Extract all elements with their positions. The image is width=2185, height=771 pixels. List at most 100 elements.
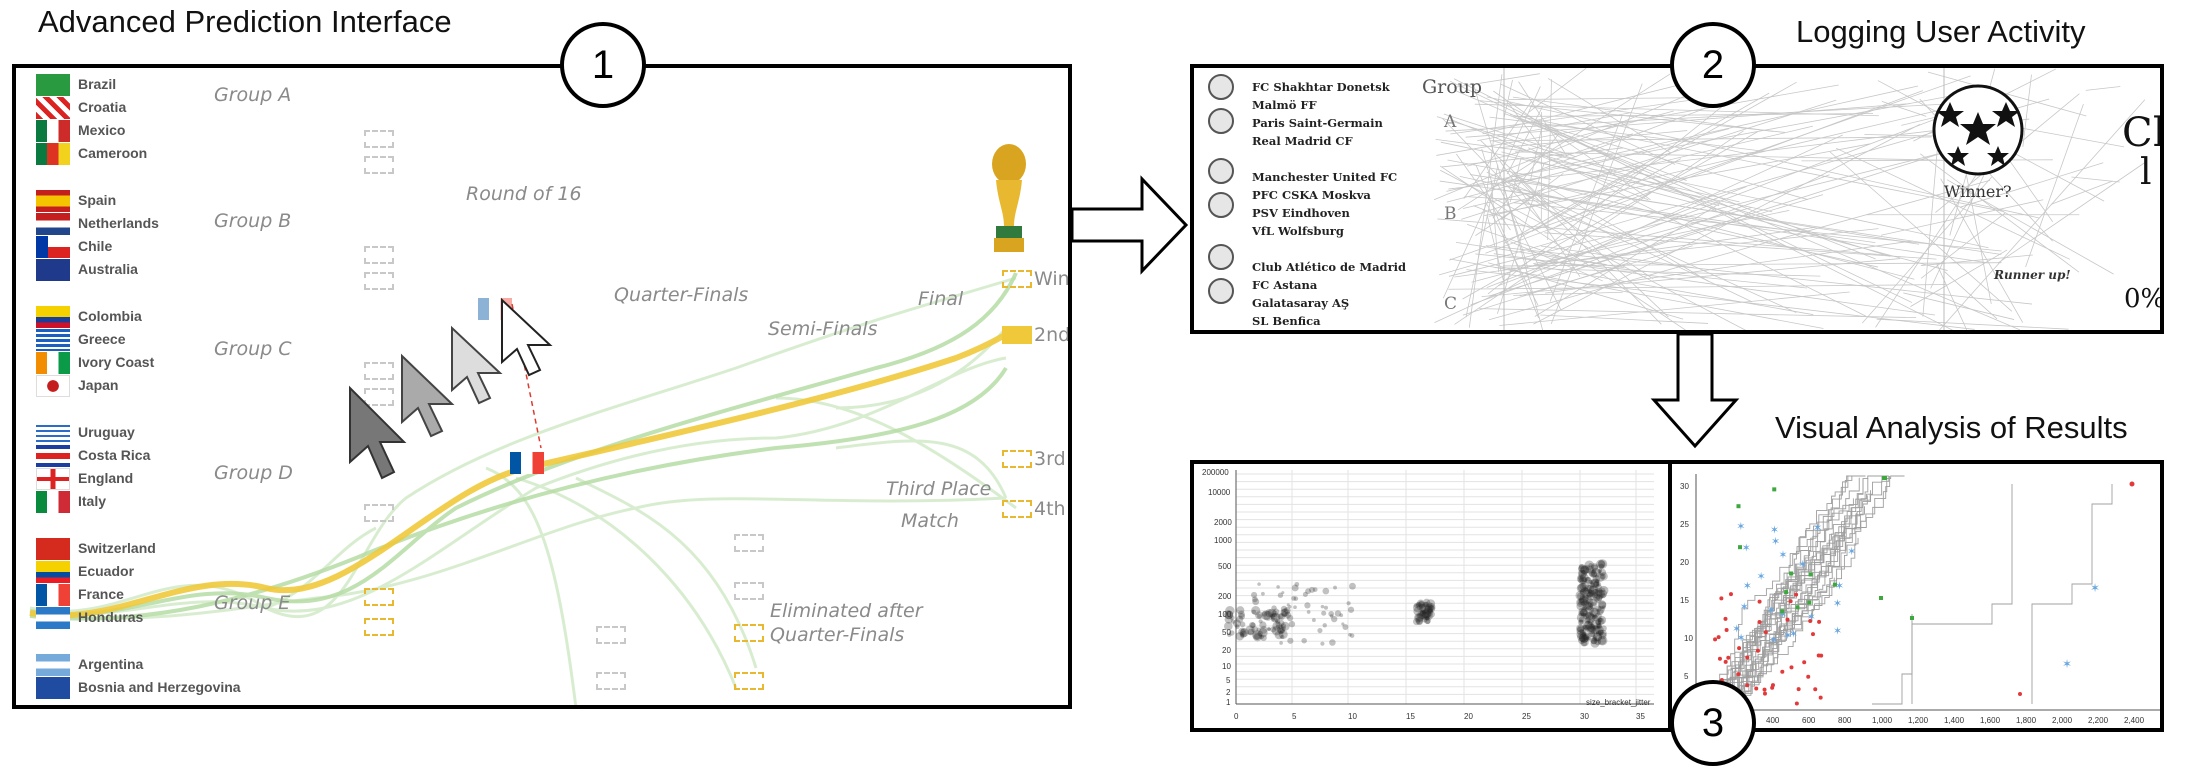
scatter-point <box>1422 610 1431 619</box>
bracket-slot[interactable] <box>596 626 626 644</box>
trace-line <box>1481 258 1901 297</box>
trace-line <box>1441 147 1624 168</box>
scatter-point <box>1587 592 1593 598</box>
progress-line <box>1721 478 1864 711</box>
team-label: Ivory Coast <box>78 354 155 370</box>
blue-star-marker: ✶ <box>1778 608 1787 621</box>
bracket-slot[interactable] <box>364 130 394 148</box>
bracket-slot[interactable] <box>734 534 764 552</box>
bracket-slot[interactable] <box>364 272 394 290</box>
bracket-slot[interactable] <box>364 588 394 606</box>
red-marker <box>1754 686 1759 691</box>
scatter-point <box>1347 606 1355 613</box>
red-marker <box>1802 660 1807 665</box>
right-x-tick: 600 <box>1802 716 1816 725</box>
scatter-point <box>1580 638 1589 647</box>
bracket-slot[interactable] <box>364 618 394 636</box>
bracket-slot[interactable] <box>364 504 394 522</box>
scatter-point <box>1586 591 1596 601</box>
scatter-point <box>1240 630 1247 638</box>
scatter-point <box>1428 610 1435 618</box>
scatter-point <box>1225 606 1235 616</box>
winner-slot[interactable] <box>1002 270 1032 288</box>
cursor-icon <box>501 297 553 377</box>
blue-star-marker: ✶ <box>2062 657 2072 671</box>
scatter-point <box>1424 603 1434 613</box>
scatter-point <box>1578 607 1588 617</box>
trace-line <box>1519 245 1693 297</box>
scatter-point <box>1580 608 1589 617</box>
scatter-point <box>1415 616 1423 625</box>
scatter-point <box>1597 606 1605 614</box>
scatter-point <box>1597 629 1604 636</box>
blue-star-marker: ✶ <box>1743 580 1752 593</box>
scatter-point <box>1227 632 1232 637</box>
progress-line <box>1872 614 1913 705</box>
scatter-point <box>1427 608 1433 613</box>
scatter-point <box>1249 621 1256 629</box>
down-arrow-icon <box>1650 332 1740 449</box>
scatter-point <box>1283 607 1291 614</box>
scatter-point <box>1304 602 1311 609</box>
scatter-point <box>1577 632 1587 642</box>
bracket-slot[interactable] <box>734 672 764 690</box>
winner-question: Winner? <box>1944 182 2012 201</box>
third-label: 3rd <box>1034 448 1066 470</box>
scatter-point <box>1597 635 1608 646</box>
bracket-slot[interactable] <box>364 246 394 264</box>
scatter-point <box>1427 604 1436 613</box>
team-label: Ecuador <box>78 563 135 579</box>
scatter-point <box>1580 639 1588 647</box>
trace-line <box>1534 228 1879 266</box>
flag-icon <box>36 306 70 328</box>
bracket-slot[interactable] <box>364 362 394 380</box>
bracket-slot[interactable] <box>364 156 394 174</box>
scatter-point <box>1275 621 1281 627</box>
scatter-point <box>1594 596 1600 602</box>
bracket-slot[interactable] <box>364 388 394 406</box>
scatter-point <box>1267 608 1277 618</box>
scatter-point <box>1582 620 1592 631</box>
scatter-point <box>1256 613 1262 619</box>
scatter-point <box>1600 573 1606 580</box>
bracket-slot[interactable] <box>734 624 764 642</box>
trace-line <box>1509 114 2004 212</box>
scatter-point <box>1579 631 1586 638</box>
trace-line <box>1505 113 1876 260</box>
trace-line <box>1445 103 1942 132</box>
third-place-slot[interactable] <box>1002 450 1032 468</box>
trophy-icon <box>992 144 1026 252</box>
scatter-point <box>1587 589 1593 595</box>
scatter-point <box>1275 624 1280 629</box>
trace-line <box>1443 113 1577 158</box>
scatter-point <box>1577 619 1584 626</box>
progress-line <box>1732 475 1889 711</box>
france-flag-drag-icon[interactable] <box>510 452 544 474</box>
right-x-tick: 1,400 <box>1944 716 1965 725</box>
red-marker <box>1717 656 1722 661</box>
blue-star-marker: ✶ <box>1789 628 1798 641</box>
scatter-point <box>1598 594 1604 600</box>
scatter-point <box>1421 617 1428 623</box>
scatter-point <box>1588 579 1593 585</box>
scatter-point <box>1578 570 1587 579</box>
scatter-point <box>1419 608 1430 618</box>
second-place-slot[interactable] <box>1002 326 1032 344</box>
scatter-point <box>1577 583 1587 592</box>
trace-line <box>1513 172 1550 207</box>
flag-icon <box>36 677 70 699</box>
trace-line <box>1474 103 1879 117</box>
bracket-slot[interactable] <box>596 672 626 690</box>
group-header: Group <box>1422 76 1483 98</box>
cursor-icon <box>401 353 455 438</box>
bracket-slot[interactable] <box>734 582 764 600</box>
trace-line <box>1482 76 1713 135</box>
green-marker <box>1807 600 1812 605</box>
scatter-point <box>1302 591 1308 597</box>
scatter-point <box>1323 605 1329 610</box>
scatter-point <box>1270 613 1276 619</box>
fourth-place-slot[interactable] <box>1002 500 1032 518</box>
semi-finals-label: Semi-Finals <box>768 318 878 340</box>
scatter-point <box>1590 637 1598 645</box>
scatter-point <box>1598 568 1603 573</box>
